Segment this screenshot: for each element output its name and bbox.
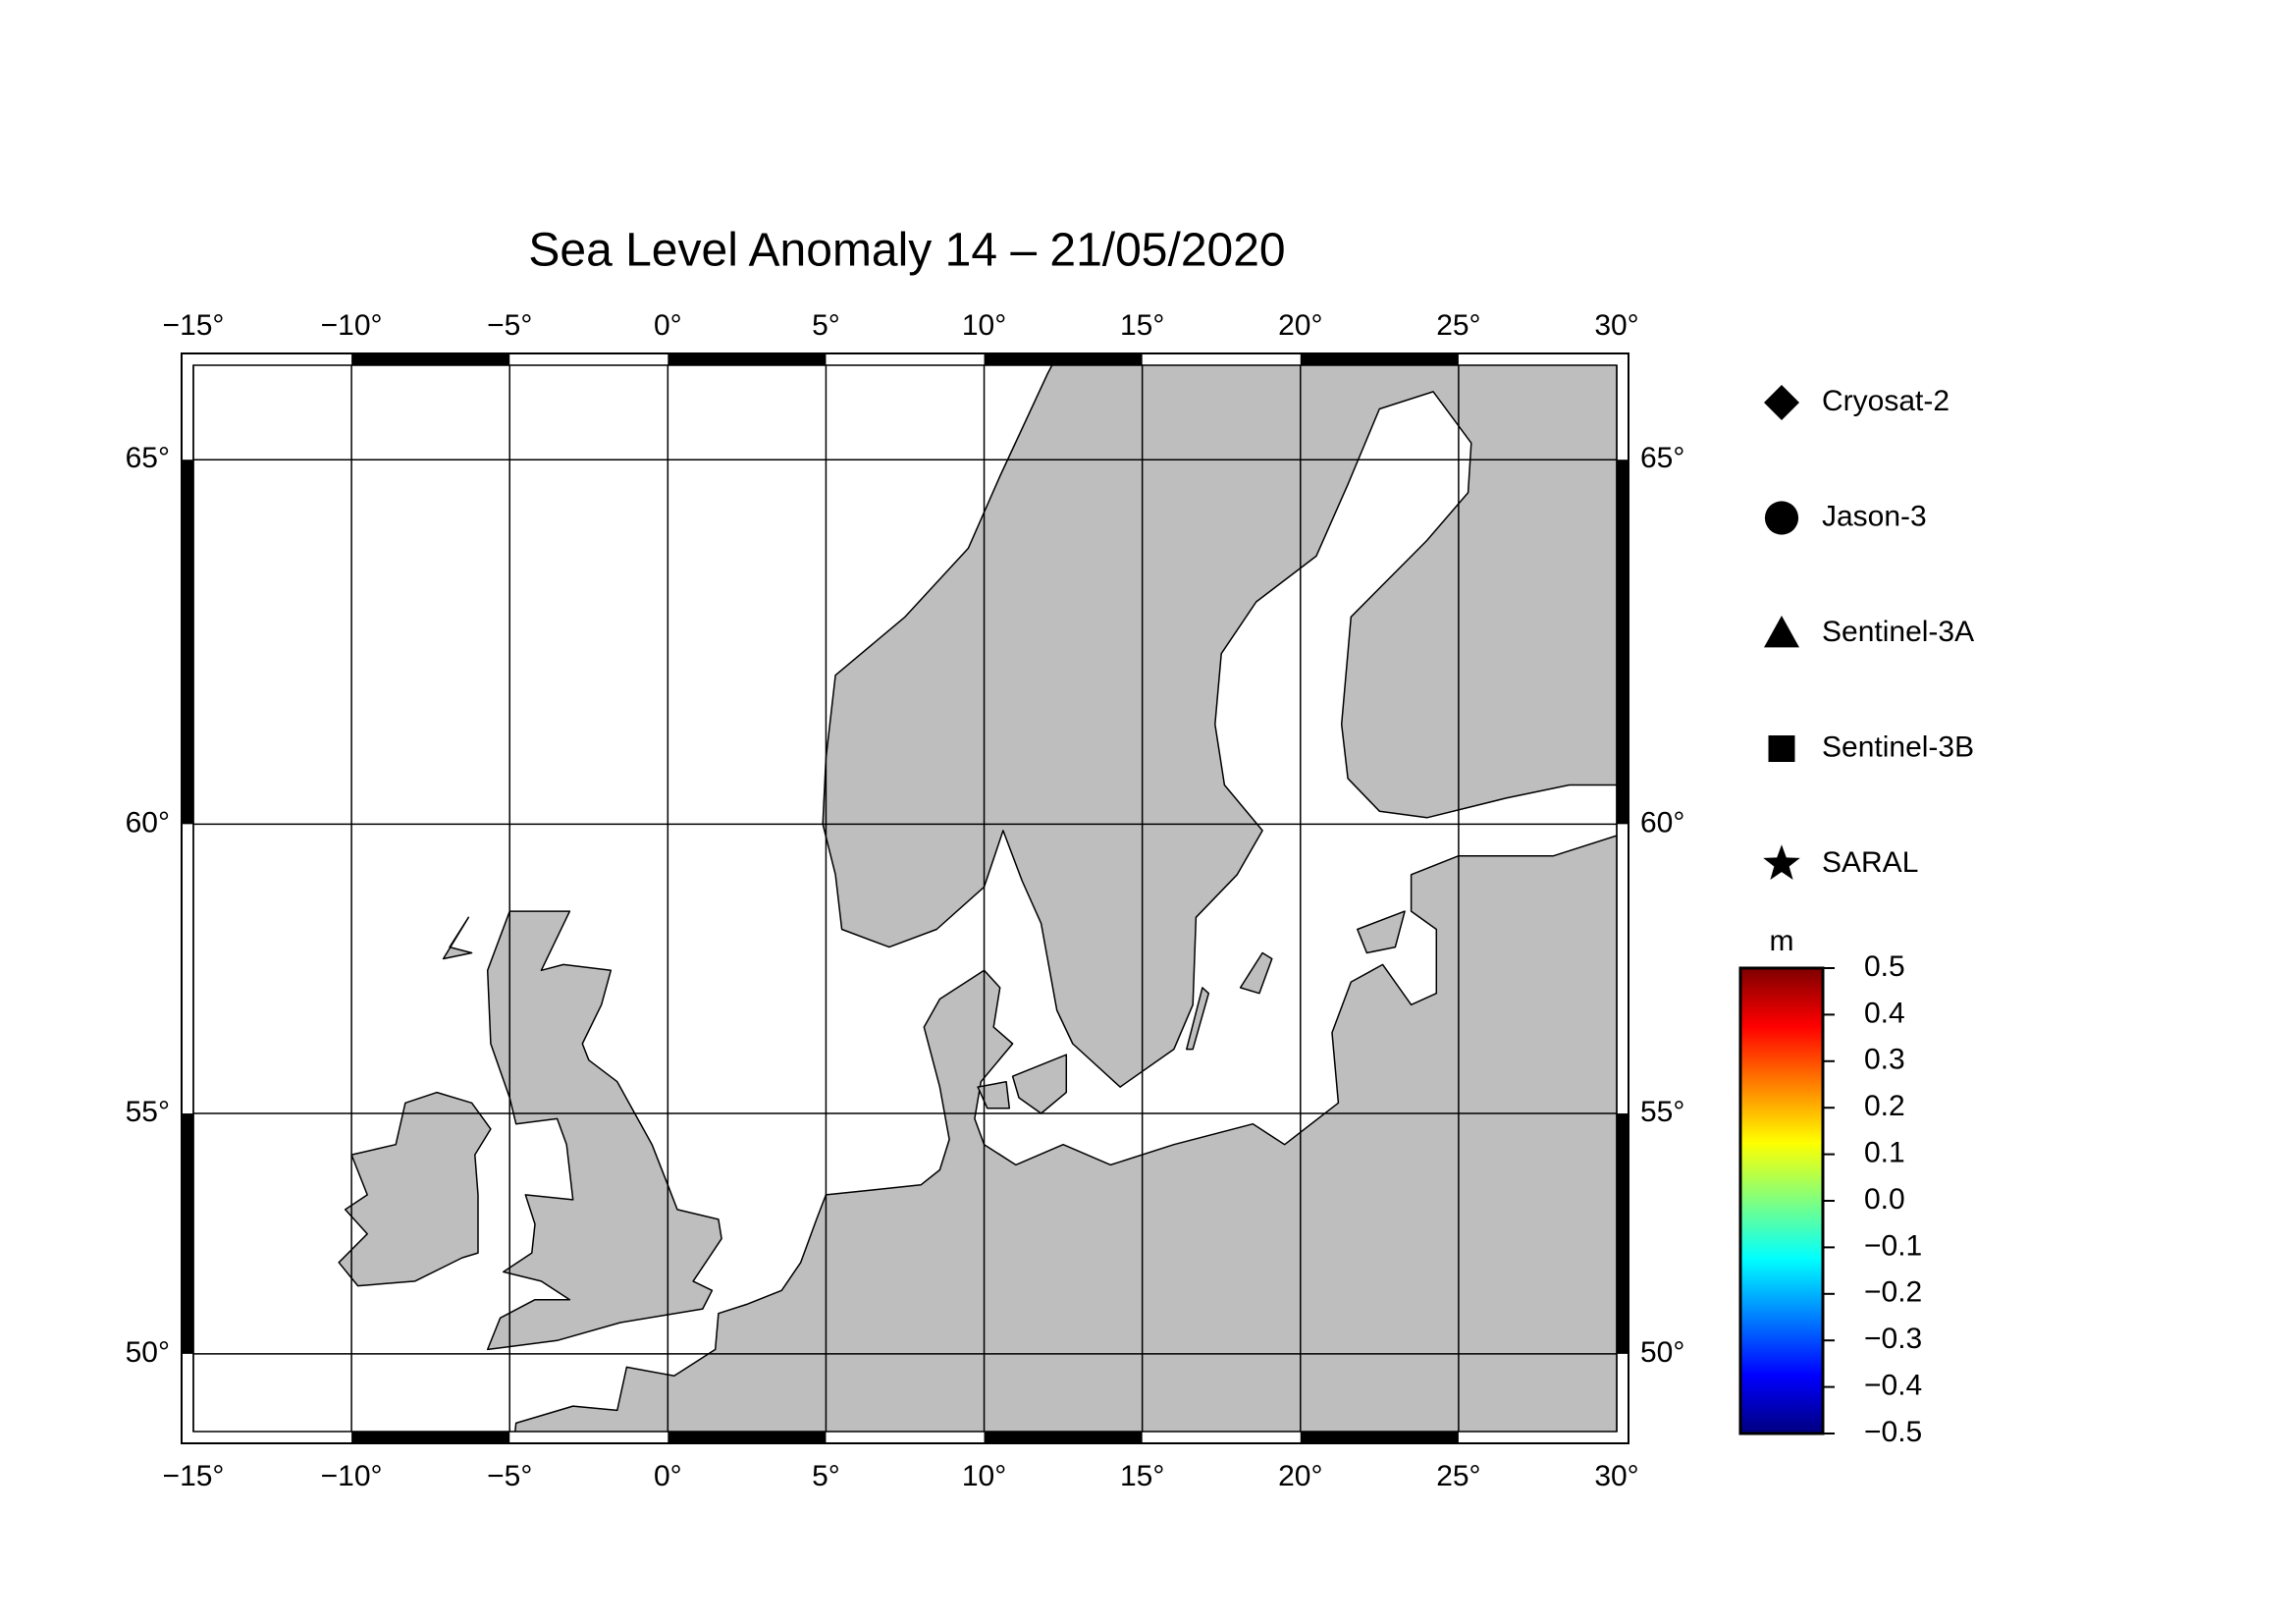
map-border [192, 364, 1618, 1433]
x-tick-label: 0° [654, 309, 682, 342]
land [1011, 1054, 1068, 1114]
frame-bar [182, 1113, 193, 1354]
frame-border [181, 352, 1629, 1444]
land [1186, 987, 1210, 1051]
colorbar-tick-label: 0.0 [1864, 1183, 1905, 1216]
frame-bar [1617, 1113, 1629, 1354]
frame-bar [1617, 460, 1629, 825]
frame-bar [351, 353, 510, 365]
legend-marker [1764, 501, 1799, 535]
frame-bar [351, 1432, 510, 1443]
x-tick-label: 15° [1120, 309, 1164, 342]
x-tick-label: 30° [1594, 1460, 1638, 1492]
x-tick-label: 0° [654, 1460, 682, 1492]
colorbar: m 0.5 0.4 0.3 0.2 0.1 0.0 −0.1 −0.2 −0.3 −0.4 −0.5 [1738, 925, 1922, 1448]
y-tick-label: 55° [1640, 1096, 1684, 1128]
y-tick-label: 65° [1640, 442, 1684, 474]
frame-bar [984, 1432, 1143, 1443]
x-tick-label: 20° [1278, 309, 1322, 342]
x-tick-label: 20° [1278, 1460, 1322, 1492]
colorbar-tick-label: 0.2 [1864, 1090, 1905, 1122]
legend-label: SARAL [1822, 846, 1918, 879]
colorbar-tick-label: −0.2 [1864, 1276, 1922, 1309]
legend-marker [1764, 616, 1799, 648]
y-tick-label: 65° [126, 442, 170, 474]
y-tick-label: 60° [1640, 806, 1684, 839]
colorbar-tick-label: −0.4 [1864, 1370, 1922, 1402]
y-tick-label: 55° [126, 1096, 170, 1128]
frame-bar [667, 353, 827, 365]
x-tick-label: 10° [962, 309, 1006, 342]
legend-marker [1764, 385, 1799, 420]
x-tick-label: 30° [1594, 309, 1638, 342]
x-tick-label: 25° [1436, 309, 1480, 342]
land [514, 835, 1617, 1432]
y-tick-label: 50° [126, 1336, 170, 1369]
x-tick-label: 15° [1120, 1460, 1164, 1492]
x-tick-label: −10° [321, 309, 383, 342]
frame-bar [1300, 1432, 1459, 1443]
x-tick-label: −15° [163, 309, 225, 342]
legend-label: Sentinel-3A [1822, 616, 1974, 648]
land [442, 916, 473, 960]
colorbar-ramp [1738, 966, 1825, 1435]
x-tick-label: −15° [163, 1460, 225, 1492]
colorbar-tick-label: 0.3 [1864, 1044, 1905, 1076]
colorbar-tick-label: −0.5 [1864, 1416, 1922, 1448]
x-tick-label: 5° [812, 1460, 840, 1492]
colorbar-tick-label: −0.3 [1864, 1323, 1922, 1355]
land-layer [338, 365, 1617, 1432]
x-tick-label: −10° [321, 1460, 383, 1492]
frame-bar [1300, 353, 1459, 365]
colorbar-tick-label: 0.1 [1864, 1137, 1905, 1169]
colorbar-label: m [1770, 925, 1794, 957]
legend-marker [1768, 735, 1795, 762]
land [1357, 910, 1406, 954]
land [822, 365, 1617, 1088]
chart-title: Sea Level Anomaly 14 – 21/05/2020 [528, 225, 1285, 277]
x-tick-label: −5° [487, 309, 532, 342]
legend-marker [1763, 844, 1800, 880]
frame-bar [984, 353, 1143, 365]
y-tick-label: 60° [126, 806, 170, 839]
map-frame: −15° −15° −10° −10° −5° −5° 0° 0° 5° 5° 10° 10° 15° 1… [126, 309, 1685, 1492]
colorbar-tick-label: 0.5 [1864, 950, 1905, 983]
frame-bar [667, 1432, 827, 1443]
x-tick-label: −5° [487, 1460, 532, 1492]
y-tick-label: 50° [1640, 1336, 1684, 1369]
land [486, 910, 722, 1351]
x-tick-label: 5° [812, 309, 840, 342]
legend: Cryosat-2 Jason-3 Sentinel-3A Sentinel-3B SA… [1763, 385, 1974, 880]
colorbar-tick-label: 0.4 [1864, 997, 1905, 1029]
legend-label: Cryosat-2 [1822, 385, 1949, 417]
x-tick-label: 25° [1436, 1460, 1480, 1492]
x-tick-label: 10° [962, 1460, 1006, 1492]
land [1239, 951, 1273, 995]
legend-label: Jason-3 [1822, 500, 1927, 532]
frame-bar [182, 460, 193, 825]
legend-label: Sentinel-3B [1822, 730, 1974, 763]
colorbar-tick-label: −0.1 [1864, 1229, 1922, 1262]
